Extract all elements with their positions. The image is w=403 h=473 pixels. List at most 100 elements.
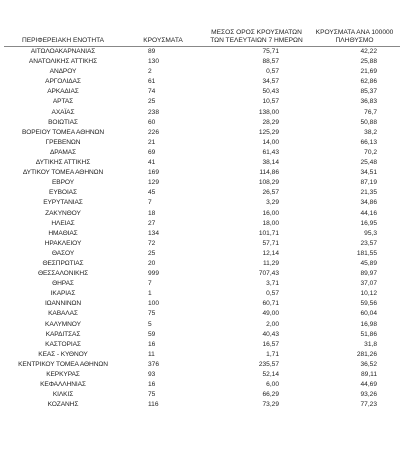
regional-unit-cell: ΚΑΛΥΜΝΟΥ [45, 320, 81, 328]
cases-cell: 16 [148, 381, 156, 389]
regional-unit-cell: ΗΜΑΘΙΑΣ [48, 229, 78, 237]
seven-day-average-cell: 73,29 [262, 401, 279, 409]
cases-cell: 2 [148, 68, 152, 76]
cases-cell: 1 [148, 290, 152, 298]
regional-unit-cell: ΑΡΓΟΛΙΔΑΣ [45, 78, 81, 86]
table-row: ΘΑΣΟΥ 25 12,14 181,55 [4, 249, 400, 259]
regional-unit-cell: ΚΟΖΑΝΗΣ [47, 401, 79, 409]
cases-per-100000-cell: 45,89 [360, 259, 377, 267]
regional-unit-cell: ΔΥΤΙΚΗΣ ΑΤΤΙΚΗΣ [35, 159, 91, 167]
table-row: ΚΕΡΚΥΡΑΣ 93 52,14 89,11 [4, 370, 400, 380]
regional-unit-cell: ΑΙΤΩΛΟΑΚΑΡΝΑΝΙΑΣ [30, 48, 96, 55]
table-row: ΚΕΑΣ - ΚΥΘΝΟΥ 11 1,71 281,26 [4, 350, 400, 360]
regional-unit-cell: ΑΡΚΑΔΙΑΣ [47, 88, 79, 96]
table-row: ΓΡΕΒΕΝΩΝ 21 14,00 66,13 [4, 138, 400, 148]
table-body: ΑΙΤΩΛΟΑΚΑΡΝΑΝΙΑΣ 89 75,71 42,22 ΑΝΑΤΟΛΙΚΗΣ Α… [4, 47, 400, 411]
seven-day-average-cell: 707,43 [258, 270, 279, 278]
cases-cell: 45 [148, 189, 156, 197]
seven-day-average-cell: 57,71 [262, 239, 279, 247]
seven-day-average-cell: 3,71 [266, 280, 279, 288]
cases-per-100000-cell: 50,88 [360, 118, 377, 126]
cases-cell: 60 [148, 118, 156, 126]
regional-unit-cell: ΕΥΡΥΤΑΝΙΑΣ [43, 199, 83, 207]
table-row: ΑΡΓΟΛΙΔΑΣ 61 34,57 62,86 [4, 77, 400, 87]
table-row: ΚΙΛΚΙΣ 75 66,29 93,26 [4, 390, 400, 400]
cases-cell: 74 [148, 88, 156, 96]
header-regional-unit: ΠΕΡΙΦΕΡΕΙΑΚΗ ΕΝΟΤΗΤΑ [4, 12, 122, 47]
regional-unit-cell: ΘΑΣΟΥ [51, 249, 75, 257]
cases-cell: 169 [148, 169, 160, 177]
seven-day-average-cell: 0,57 [266, 290, 279, 298]
seven-day-average-cell: 18,00 [262, 219, 279, 227]
regional-unit-cell: ΚΕΑΣ - ΚΥΘΝΟΥ [38, 350, 88, 358]
cases-per-100000-cell: 89,97 [360, 270, 377, 278]
cases-cell: 18 [148, 209, 156, 217]
cases-cell: 7 [148, 199, 152, 207]
cases-cell: 129 [148, 179, 160, 187]
table-row: ΗΛΕΙΑΣ 27 18,00 16,95 [4, 219, 400, 229]
cases-per-100000-cell: 76,7 [364, 108, 377, 116]
cases-cell: 999 [148, 270, 160, 278]
cases-per-100000-cell: 62,86 [360, 78, 377, 86]
seven-day-average-cell: 88,57 [262, 58, 279, 66]
cases-per-100000-cell: 44,69 [360, 381, 377, 389]
cases-per-100000-cell: 89,11 [360, 371, 377, 378]
table-row: ΔΥΤΙΚΟΥ ΤΟΜΕΑ ΑΘΗΝΩΝ 169 114,86 34,51 [4, 168, 400, 178]
cases-cell: 41 [148, 159, 156, 167]
table-row: ΘΗΡΑΣ 7 3,71 37,07 [4, 279, 400, 289]
cases-cell: 130 [148, 58, 160, 66]
seven-day-average-cell: 11,29 [262, 259, 279, 267]
cases-cell: 59 [148, 330, 156, 338]
seven-day-average-cell: 6,00 [266, 381, 279, 389]
seven-day-average-cell: 114,86 [259, 169, 279, 177]
table-row: ΒΟΡΕΙΟΥ ΤΟΜΕΑ ΑΘΗΝΩΝ 226 125,29 38,2 [4, 128, 400, 138]
cases-cell: 5 [148, 320, 152, 328]
regional-unit-cell: ΚΕΦΑΛΛΗΝΙΑΣ [40, 381, 86, 389]
seven-day-average-cell: 3,29 [266, 199, 279, 207]
seven-day-average-cell: 0,57 [266, 68, 279, 76]
cases-cell: 27 [148, 219, 156, 227]
table-row: ΒΟΙΩΤΙΑΣ 60 28,29 50,88 [4, 118, 400, 128]
cases-per-100000-cell: 38,2 [364, 128, 377, 136]
cases-cell: 376 [148, 360, 160, 368]
cases-per-100000-cell: 281,26 [356, 350, 377, 358]
seven-day-average-cell: 38,14 [262, 159, 279, 167]
cases-cell: 21 [148, 138, 156, 146]
cases-per-100000-cell: 59,56 [360, 300, 377, 308]
table-row: ΚΟΖΑΝΗΣ 116 73,29 77,23 [4, 400, 400, 410]
table-row: ΕΒΡΟΥ 129 108,29 87,19 [4, 178, 400, 188]
regional-unit-cell: ΔΥΤΙΚΟΥ ΤΟΜΕΑ ΑΘΗΝΩΝ [22, 169, 104, 177]
cases-per-100000-cell: 21,69 [360, 68, 377, 76]
table-row: ΚΑΣΤΟΡΙΑΣ 16 16,57 31,8 [4, 340, 400, 350]
seven-day-average-cell: 108,29 [258, 179, 279, 187]
cases-cell: 7 [148, 280, 152, 288]
table-row: ΙΚΑΡΙΑΣ 1 0,57 10,12 [4, 289, 400, 299]
table-row: ΙΩΑΝΝΙΝΩΝ 100 60,71 59,56 [4, 299, 400, 309]
cases-cell: 11 [148, 350, 155, 358]
seven-day-average-cell: 75,71 [262, 48, 279, 55]
table-row: ΘΕΣΠΡΩΤΙΑΣ 20 11,29 45,89 [4, 259, 400, 269]
cases-per-100000-cell: 95,3 [364, 229, 377, 237]
cases-per-100000-cell: 25,88 [360, 58, 377, 66]
seven-day-average-cell: 138,00 [258, 108, 279, 116]
cases-per-100000-cell: 36,52 [360, 360, 377, 368]
cases-cell: 25 [148, 98, 156, 106]
table-row: ΑΙΤΩΛΟΑΚΑΡΝΑΝΙΑΣ 89 75,71 42,22 [4, 47, 400, 58]
cases-cell: 100 [148, 300, 160, 308]
regional-unit-cell: ΚΑΣΤΟΡΙΑΣ [45, 340, 81, 348]
table-row: ΚΕΦΑΛΛΗΝΙΑΣ 16 6,00 44,69 [4, 380, 400, 390]
regional-unit-cell: ΑΡΤΑΣ [52, 98, 74, 106]
cases-cell: 20 [148, 259, 156, 267]
cases-cell: 16 [148, 340, 156, 348]
cases-cell: 116 [148, 401, 159, 409]
regional-unit-cell: ΕΥΒΟΙΑΣ [49, 189, 77, 197]
seven-day-average-cell: 235,57 [258, 360, 279, 368]
regional-unit-cell: ΑΝΑΤΟΛΙΚΗΣ ΑΤΤΙΚΗΣ [28, 58, 98, 66]
cases-cell: 75 [148, 391, 156, 399]
cases-per-100000-cell: 66,13 [360, 138, 377, 146]
cases-cell: 238 [148, 108, 160, 116]
table-row: ΑΧΑΪΑΣ 238 138,00 76,7 [4, 108, 400, 118]
cases-per-100000-cell: 93,26 [360, 391, 377, 399]
regional-unit-cell: ΕΒΡΟΥ [51, 179, 74, 187]
